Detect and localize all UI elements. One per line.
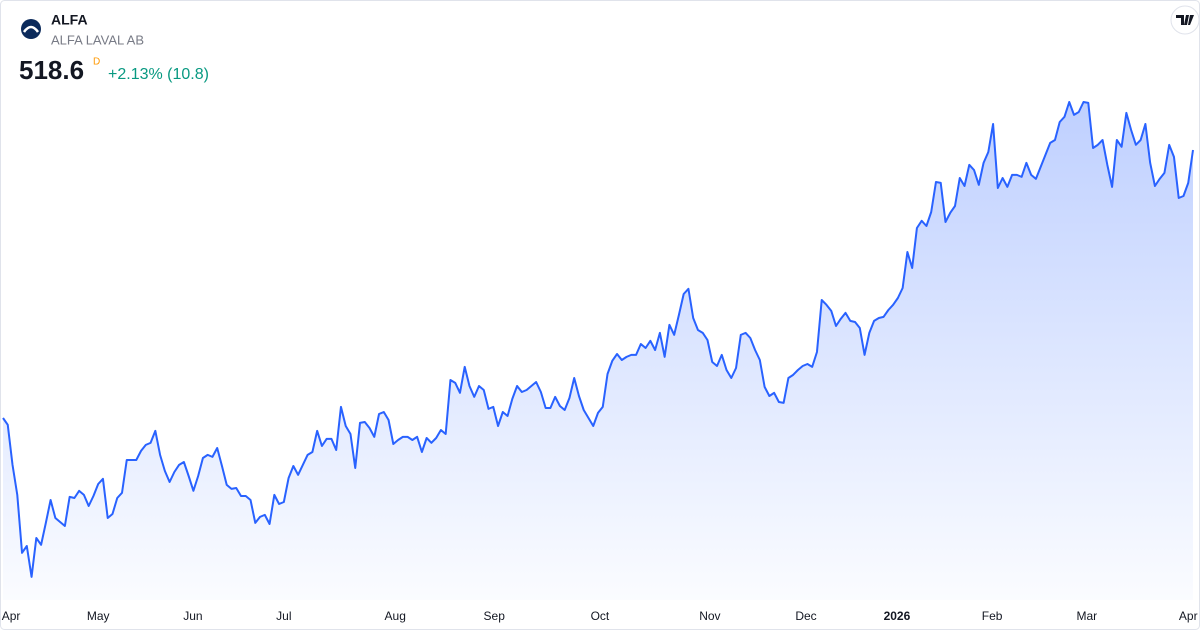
- change: +2.13% (10.8): [108, 66, 209, 83]
- x-tick-label: Nov: [699, 609, 720, 623]
- x-tick-label: May: [87, 609, 110, 623]
- x-tick-label: Feb: [982, 609, 1003, 623]
- price-line: [2, 101, 1194, 578]
- x-tick-label: Jul: [276, 609, 291, 623]
- x-tick-label: Apr: [1179, 609, 1198, 623]
- x-tick-label: Sep: [484, 609, 506, 623]
- symbol: ALFA: [51, 12, 88, 28]
- brand-logo[interactable]: [1170, 5, 1200, 35]
- x-tick-label: 2026: [884, 609, 911, 623]
- interval: D: [93, 57, 100, 68]
- logo: [21, 19, 41, 39]
- x-tick-label: Aug: [385, 609, 406, 623]
- price: 518.6: [19, 55, 84, 85]
- company-name: ALFA LAVAL AB: [51, 32, 144, 47]
- x-tick-label: Mar: [1077, 609, 1098, 623]
- plot: [2, 101, 1194, 600]
- x-tick-label: Oct: [591, 609, 610, 623]
- x-tick-label: Apr: [2, 609, 21, 623]
- x-tick-label: Jun: [183, 609, 202, 623]
- area-fill: [3, 102, 1193, 600]
- x-tick-label: Dec: [795, 609, 816, 623]
- logo-mark: [22, 25, 40, 33]
